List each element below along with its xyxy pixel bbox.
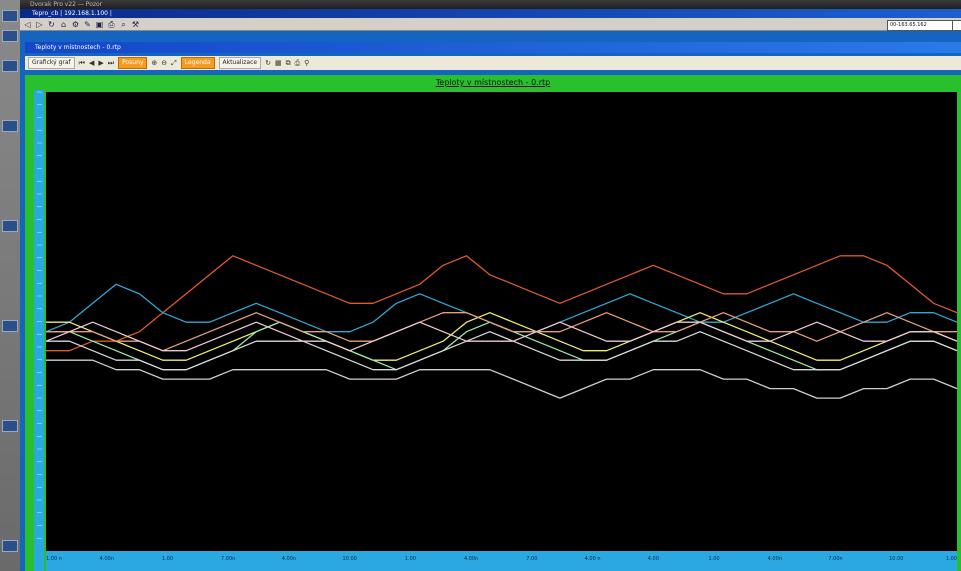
y-axis-strip xyxy=(34,90,44,571)
sidebar-button[interactable] xyxy=(2,60,18,72)
print-icon[interactable]: ⎙ xyxy=(294,58,301,67)
series-line-2 xyxy=(46,312,958,361)
main-window-titlebar: Dvorak Pro v22 — Pozor xyxy=(20,0,961,9)
zoom-in-icon[interactable]: ⊕ xyxy=(151,59,158,67)
print-icon[interactable]: ⎙ xyxy=(108,19,115,29)
refresh-icon[interactable]: ↻ xyxy=(48,19,55,29)
x-tick-label: 4.00n xyxy=(464,556,478,562)
sidebar-button[interactable] xyxy=(2,10,18,22)
x-tick-label: 7.00n xyxy=(221,556,235,562)
x-tick-label: 4.00n xyxy=(768,556,782,562)
x-tick-label: 10.00 xyxy=(343,556,357,562)
x-tick-label: 1.00 xyxy=(946,556,957,562)
series-line-4 xyxy=(46,331,958,371)
save-icon[interactable]: ▣ xyxy=(95,19,104,29)
sidebar-button[interactable] xyxy=(2,540,18,552)
tool-icon[interactable]: ⚙ xyxy=(71,19,80,29)
last-icon[interactable]: ⏭ xyxy=(107,58,115,67)
shift-button[interactable]: Posuny xyxy=(118,57,148,69)
first-icon[interactable]: ⏮ xyxy=(78,58,85,67)
address-go-button[interactable] xyxy=(952,20,961,31)
x-tick-label: 1.00 xyxy=(405,556,416,562)
inner-window-title: Tepro_cb | 192.168.1.100 | xyxy=(32,10,112,17)
pin-icon[interactable]: ⚲ xyxy=(304,59,310,67)
chart-plot[interactable]: 1.00 n 4.00n 1.00 7.00n 4.00n 10.00 1.00 4.00n 7… xyxy=(34,90,959,571)
x-tick-label: 10.00 xyxy=(889,556,903,562)
x-tick-label: 1.00 xyxy=(708,556,719,562)
x-tick-label: 4.00n xyxy=(100,556,114,562)
document-titlebar: Teploty v místnostech - 0.rtp xyxy=(25,42,961,53)
edit-icon[interactable]: ✎ xyxy=(84,19,91,29)
grid-icon[interactable]: ▦ xyxy=(274,59,282,67)
plot-background xyxy=(46,92,957,551)
x-tick-label: 4.00n xyxy=(282,556,296,562)
home-icon[interactable]: ⌂ xyxy=(60,19,67,29)
x-tick-label: 1.00 n xyxy=(46,556,62,562)
legend-button[interactable]: Legenda xyxy=(180,57,215,69)
left-sidebar-strip xyxy=(0,0,20,571)
copy-icon[interactable]: ⧉ xyxy=(285,58,291,67)
refresh-icon[interactable]: ↻ xyxy=(265,59,271,67)
series-line-5 xyxy=(46,312,957,352)
sidebar-button[interactable] xyxy=(2,120,18,132)
x-tick-label: 7.00n xyxy=(828,556,842,562)
main-toolbar: ◁ ▷ ↻ ⌂ ⚙ ✎ ▣ ⎙ ⌕ ⚒ 00-163.65.162 xyxy=(20,18,961,31)
x-tick-label: 1.00 xyxy=(162,556,173,562)
prev-icon[interactable]: ◀ xyxy=(88,59,95,67)
series-line-7 xyxy=(45,321,958,352)
address-value: 00-163.65.162 xyxy=(890,22,927,28)
main-window-title: Dvorak Pro v22 — Pozor xyxy=(30,1,103,8)
zoom-out-icon[interactable]: ⊖ xyxy=(161,59,168,67)
chart-toolbar: Grafický graf ⏮ ◀ ▶ ⏭ Posuny ⊕ ⊖ ⤢ Legen… xyxy=(25,56,961,70)
address-field[interactable]: 00-163.65.162 xyxy=(887,20,953,31)
document-title: Teploty v místnostech - 0.rtp xyxy=(35,44,121,51)
update-button[interactable]: Aktualizace xyxy=(218,57,262,69)
x-tick-label: 4.00 xyxy=(648,556,659,562)
sidebar-button[interactable] xyxy=(2,30,18,42)
settings-icon[interactable]: ⚒ xyxy=(131,19,140,29)
sidebar-button[interactable] xyxy=(2,320,18,332)
chart-title: Teploty v místnostech - 0.rtp xyxy=(435,78,551,87)
next-icon[interactable]: ▶ xyxy=(98,59,104,67)
series-line-6 xyxy=(46,359,958,399)
back-arrow-icon[interactable]: ◁ xyxy=(24,19,31,29)
x-tick-label: 4.00 n xyxy=(585,556,601,562)
inner-window-titlebar: Tepro_cb | 192.168.1.100 | xyxy=(20,9,961,18)
series-line-0 xyxy=(46,255,958,352)
chart-type-button[interactable]: Grafický graf xyxy=(28,57,75,69)
search-icon[interactable]: ⌕ xyxy=(121,19,126,29)
x-axis-strip xyxy=(46,551,957,571)
forward-arrow-icon[interactable]: ▷ xyxy=(36,19,43,29)
fit-icon[interactable]: ⤢ xyxy=(171,58,177,67)
sidebar-button[interactable] xyxy=(2,220,18,232)
x-tick-label: 7.00 xyxy=(526,556,537,562)
sidebar-button[interactable] xyxy=(2,420,18,432)
